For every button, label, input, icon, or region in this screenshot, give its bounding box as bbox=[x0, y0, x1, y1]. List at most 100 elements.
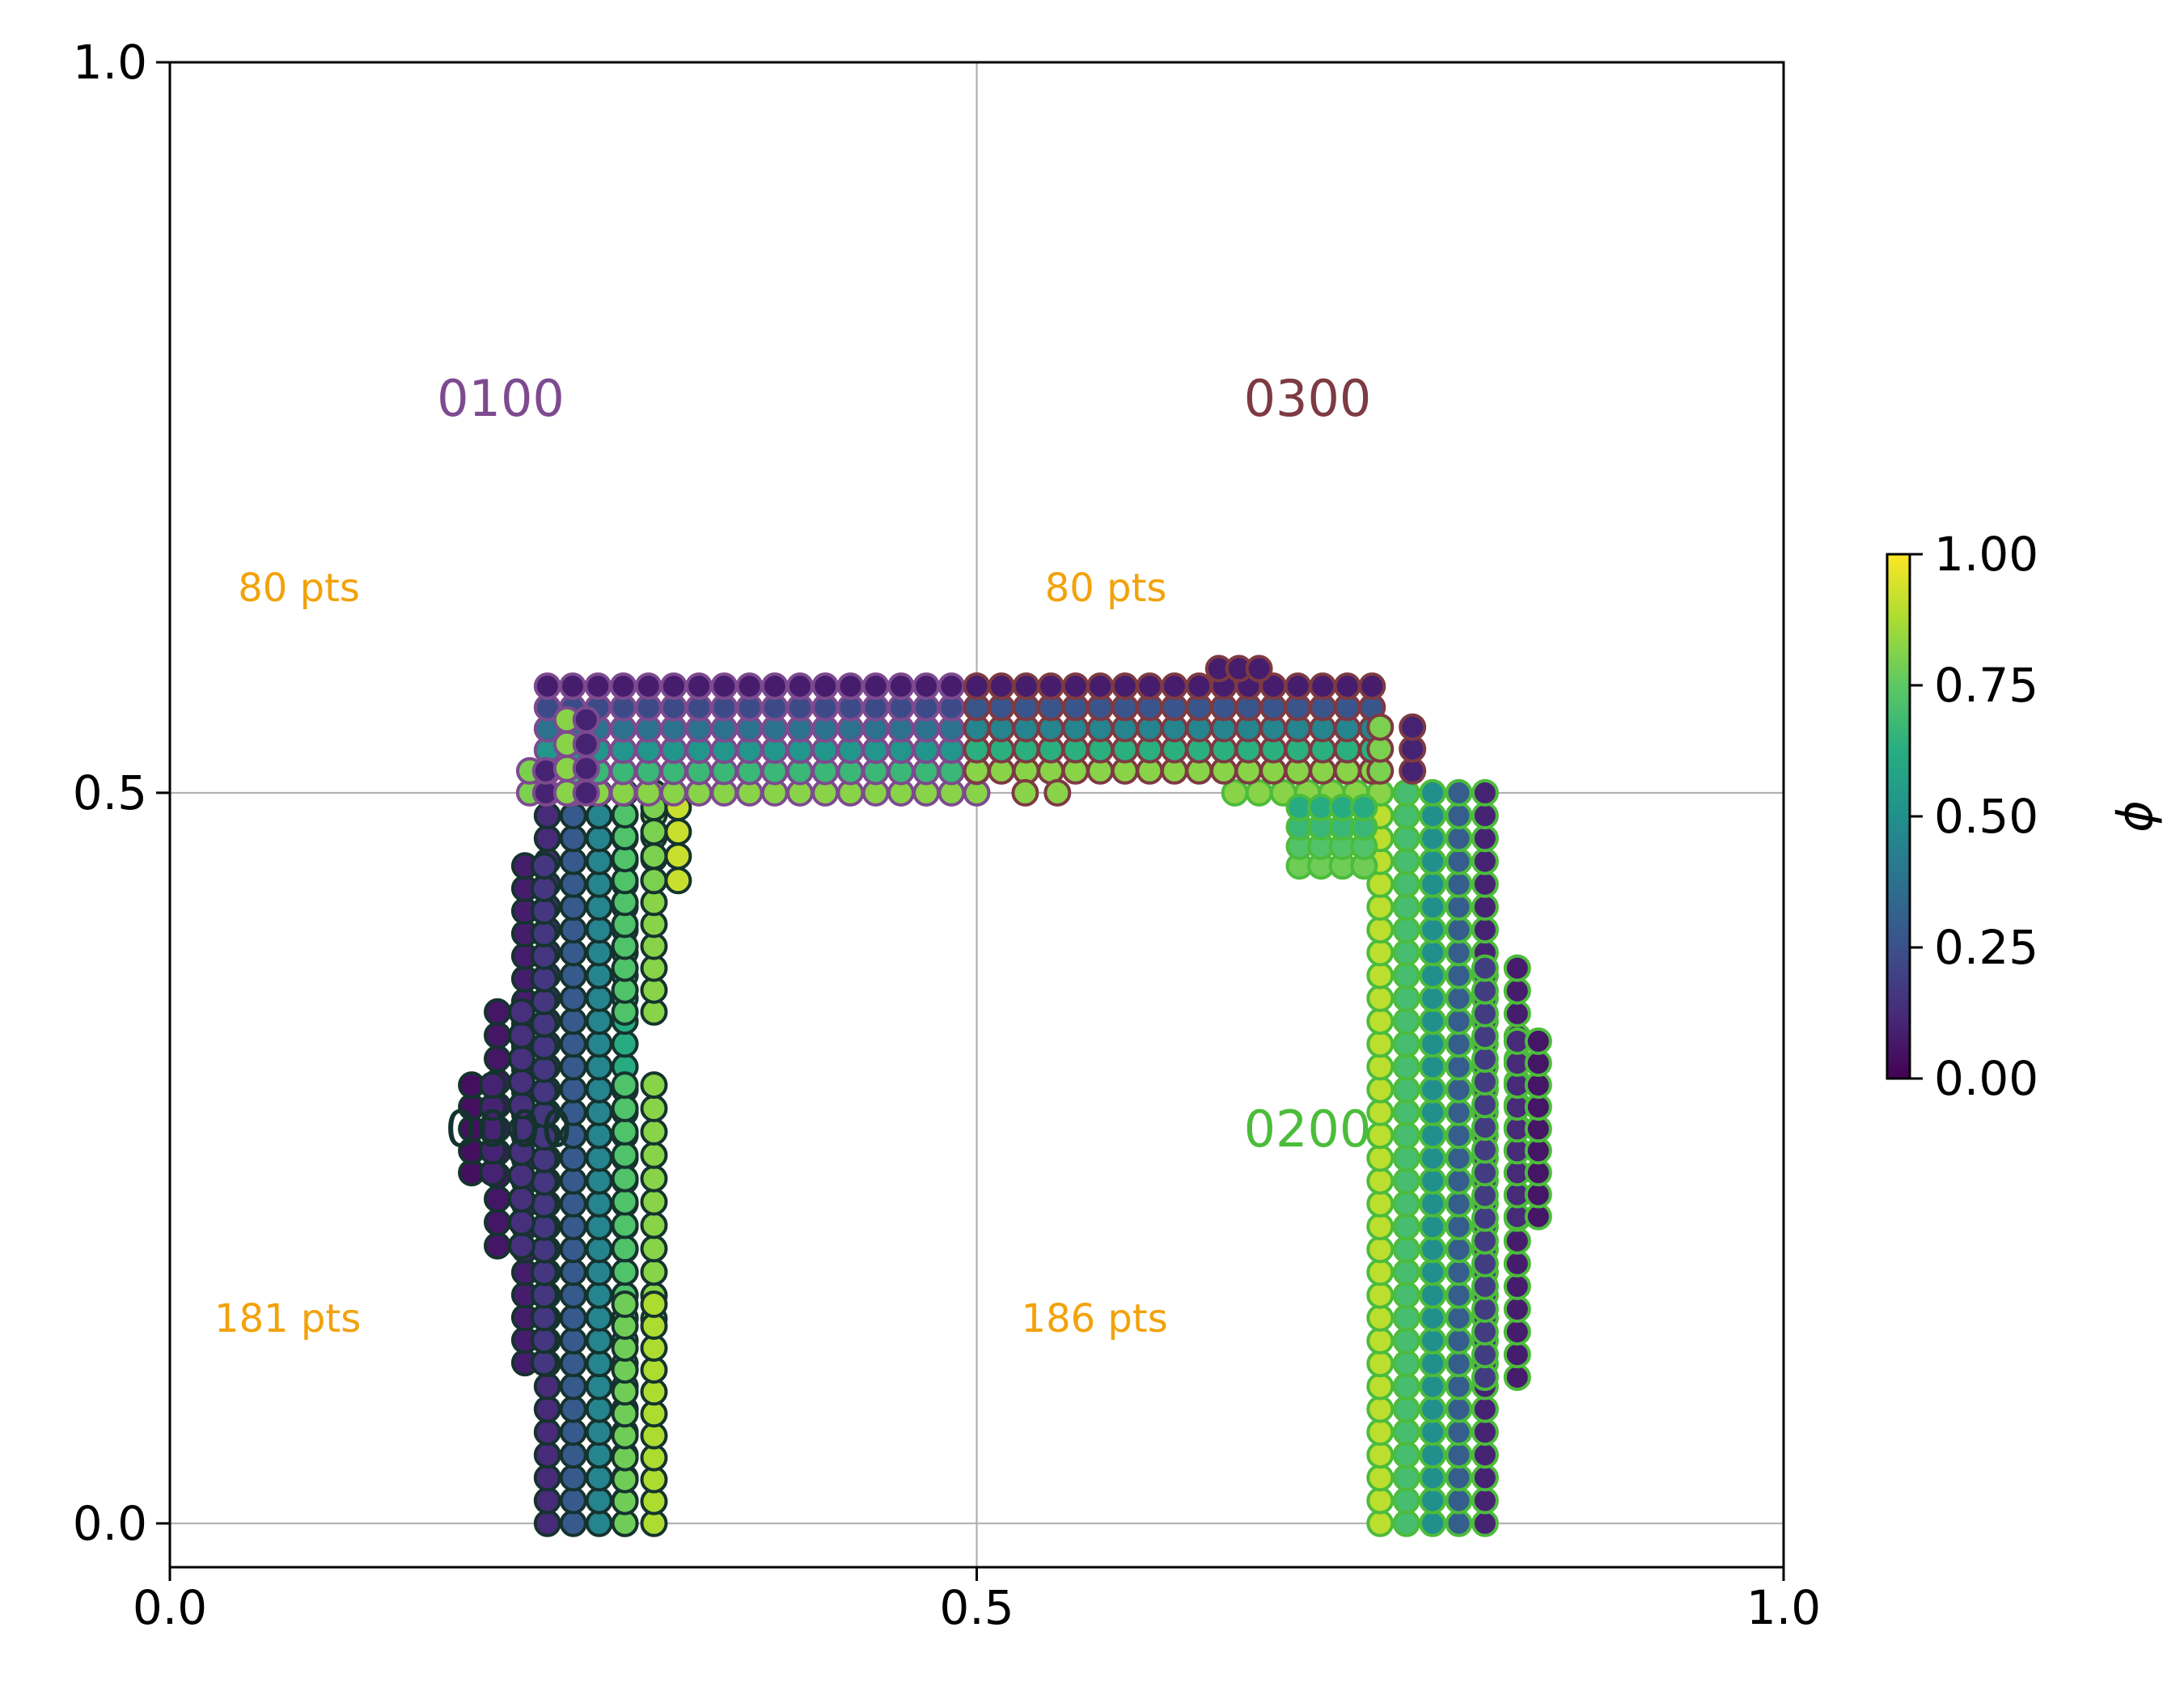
data-point bbox=[1471, 802, 1499, 830]
data-point bbox=[1392, 870, 1420, 898]
data-point bbox=[559, 961, 587, 990]
data-point bbox=[1392, 1372, 1420, 1401]
data-point bbox=[1419, 1441, 1447, 1469]
data-point bbox=[760, 672, 789, 701]
colorbar-gradient bbox=[1886, 553, 1911, 1080]
data-point bbox=[1061, 672, 1090, 701]
data-point bbox=[710, 672, 739, 701]
data-point bbox=[1419, 1258, 1447, 1286]
data-point bbox=[1419, 778, 1447, 807]
data-point bbox=[1445, 1258, 1473, 1286]
data-point bbox=[735, 672, 764, 701]
data-point bbox=[1445, 1464, 1473, 1492]
data-point bbox=[1366, 916, 1395, 944]
data-point bbox=[559, 1441, 587, 1469]
data-point bbox=[585, 1167, 613, 1195]
data-point bbox=[640, 1188, 668, 1216]
data-point bbox=[988, 672, 1015, 701]
colorbar-tick-label: 0.75 bbox=[1934, 658, 2038, 713]
data-point bbox=[507, 1068, 535, 1096]
data-point bbox=[530, 1326, 558, 1354]
data-point bbox=[1392, 984, 1420, 1012]
data-point bbox=[1471, 1341, 1499, 1369]
data-point bbox=[1419, 893, 1447, 921]
data-point bbox=[1086, 672, 1115, 701]
data-point bbox=[1471, 1272, 1499, 1300]
data-point bbox=[1445, 1509, 1473, 1537]
data-point bbox=[1366, 1075, 1395, 1104]
data-point bbox=[530, 1010, 558, 1038]
data-point bbox=[1366, 1327, 1395, 1355]
data-point bbox=[1012, 672, 1040, 701]
data-point bbox=[1445, 1281, 1473, 1309]
data-point bbox=[1392, 1121, 1420, 1150]
data-point bbox=[584, 672, 612, 701]
data-point bbox=[1392, 1030, 1420, 1058]
data-point bbox=[1471, 999, 1499, 1028]
data-point bbox=[585, 870, 613, 898]
colorbar: 0.00 0.25 0.50 0.75 1.00 ϕ bbox=[1886, 527, 2164, 1106]
data-point bbox=[1471, 1068, 1499, 1096]
data-point bbox=[1392, 1144, 1420, 1172]
data-point bbox=[1011, 778, 1039, 807]
data-point bbox=[1471, 1249, 1499, 1278]
data-point bbox=[559, 1509, 587, 1537]
data-point bbox=[1366, 1121, 1395, 1150]
data-point bbox=[1333, 672, 1361, 701]
data-point bbox=[585, 1121, 613, 1150]
data-point bbox=[585, 1213, 613, 1240]
data-point bbox=[507, 1045, 535, 1073]
data-point bbox=[1503, 1249, 1531, 1278]
data-point bbox=[585, 1464, 613, 1492]
data-point bbox=[1471, 824, 1499, 853]
data-point bbox=[1366, 1030, 1395, 1058]
data-point bbox=[1445, 1395, 1473, 1423]
data-point bbox=[1366, 1441, 1395, 1469]
x-tick-label: 1.0 bbox=[1746, 1580, 1821, 1635]
data-point bbox=[1284, 672, 1312, 701]
data-point bbox=[1366, 1395, 1395, 1423]
y-tick-label: 0.5 bbox=[73, 765, 147, 820]
data-point bbox=[1503, 999, 1531, 1028]
data-point bbox=[640, 867, 668, 895]
partition-label: 0100 bbox=[437, 369, 565, 428]
data-point bbox=[1445, 1372, 1473, 1401]
data-point bbox=[1471, 870, 1499, 898]
data-point bbox=[1392, 1189, 1420, 1218]
partition-label: 0200 bbox=[1244, 1100, 1372, 1159]
data-point bbox=[1445, 1303, 1473, 1332]
data-point bbox=[1392, 893, 1420, 921]
partition-0200-points bbox=[1221, 778, 1552, 1537]
data-point bbox=[1445, 1235, 1473, 1264]
data-point bbox=[559, 1007, 587, 1036]
data-point bbox=[1445, 1144, 1473, 1172]
data-point bbox=[611, 1258, 639, 1286]
data-point bbox=[1392, 1167, 1420, 1195]
data-point bbox=[559, 1303, 587, 1332]
data-point bbox=[1392, 802, 1420, 830]
data-point bbox=[1366, 1486, 1395, 1515]
data-point bbox=[507, 1208, 535, 1236]
data-point bbox=[1471, 977, 1499, 1005]
x-tick-label: 0.5 bbox=[939, 1580, 1014, 1635]
data-point bbox=[1392, 1464, 1420, 1492]
data-point bbox=[1419, 1213, 1447, 1240]
x-tick-label: 0.0 bbox=[133, 1580, 207, 1635]
data-point bbox=[640, 1141, 668, 1169]
data-point bbox=[1445, 1327, 1473, 1355]
data-point bbox=[1445, 1121, 1473, 1150]
data-point bbox=[1419, 1144, 1447, 1172]
data-point bbox=[1419, 1281, 1447, 1309]
data-point bbox=[1392, 1486, 1420, 1515]
data-point bbox=[530, 897, 558, 925]
data-point bbox=[530, 1168, 558, 1196]
data-point bbox=[1419, 1486, 1447, 1515]
data-point bbox=[1392, 1395, 1420, 1423]
data-point bbox=[559, 672, 586, 701]
data-point bbox=[1471, 954, 1499, 982]
data-point bbox=[1366, 1144, 1395, 1172]
data-point bbox=[1503, 1363, 1531, 1392]
colorbar-tick-label: 1.00 bbox=[1934, 527, 2038, 582]
data-point bbox=[640, 1164, 668, 1193]
data-point bbox=[559, 984, 587, 1012]
